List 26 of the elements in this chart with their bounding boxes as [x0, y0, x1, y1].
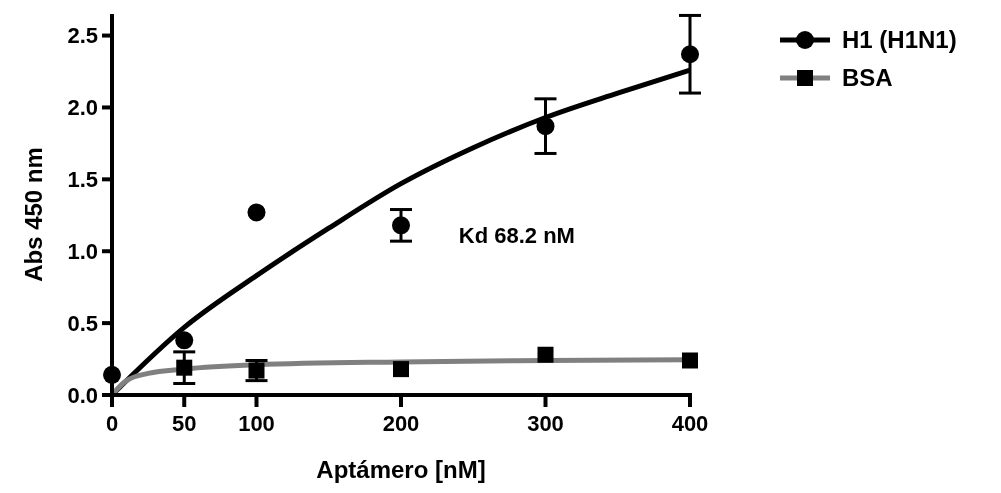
- y-tick-label: 2.5: [67, 23, 98, 49]
- point: [176, 359, 193, 376]
- y-tick-label: 0.5: [67, 310, 98, 336]
- point: [392, 216, 410, 235]
- point: [682, 352, 698, 369]
- y-tick-label: 0.0: [67, 382, 98, 408]
- y-tick-label: 1.0: [67, 238, 98, 264]
- point: [393, 361, 409, 378]
- x-tick-label: 300: [527, 411, 564, 436]
- x-tick-label: 400: [671, 411, 709, 436]
- point: [681, 45, 699, 64]
- annotation: Kd 68.2 nM: [458, 222, 575, 248]
- point: [537, 346, 554, 363]
- x-tick-label: 200: [382, 411, 420, 436]
- point: [536, 117, 555, 136]
- x-axis-title: Aptámero [nM]: [316, 456, 486, 483]
- x-tick-label: 100: [238, 411, 275, 436]
- y-tick-label: 2.0: [67, 95, 98, 121]
- y-axis-title: Abs 450 nm: [20, 147, 47, 282]
- point: [175, 331, 194, 350]
- point: [247, 203, 266, 222]
- legend-label: BSA: [842, 64, 893, 92]
- x-tick-label: 0: [105, 411, 119, 436]
- y-tick-label: 1.5: [67, 167, 98, 193]
- x-tick-label: 50: [172, 411, 197, 436]
- legend-label: H1 (H1N1): [842, 26, 957, 54]
